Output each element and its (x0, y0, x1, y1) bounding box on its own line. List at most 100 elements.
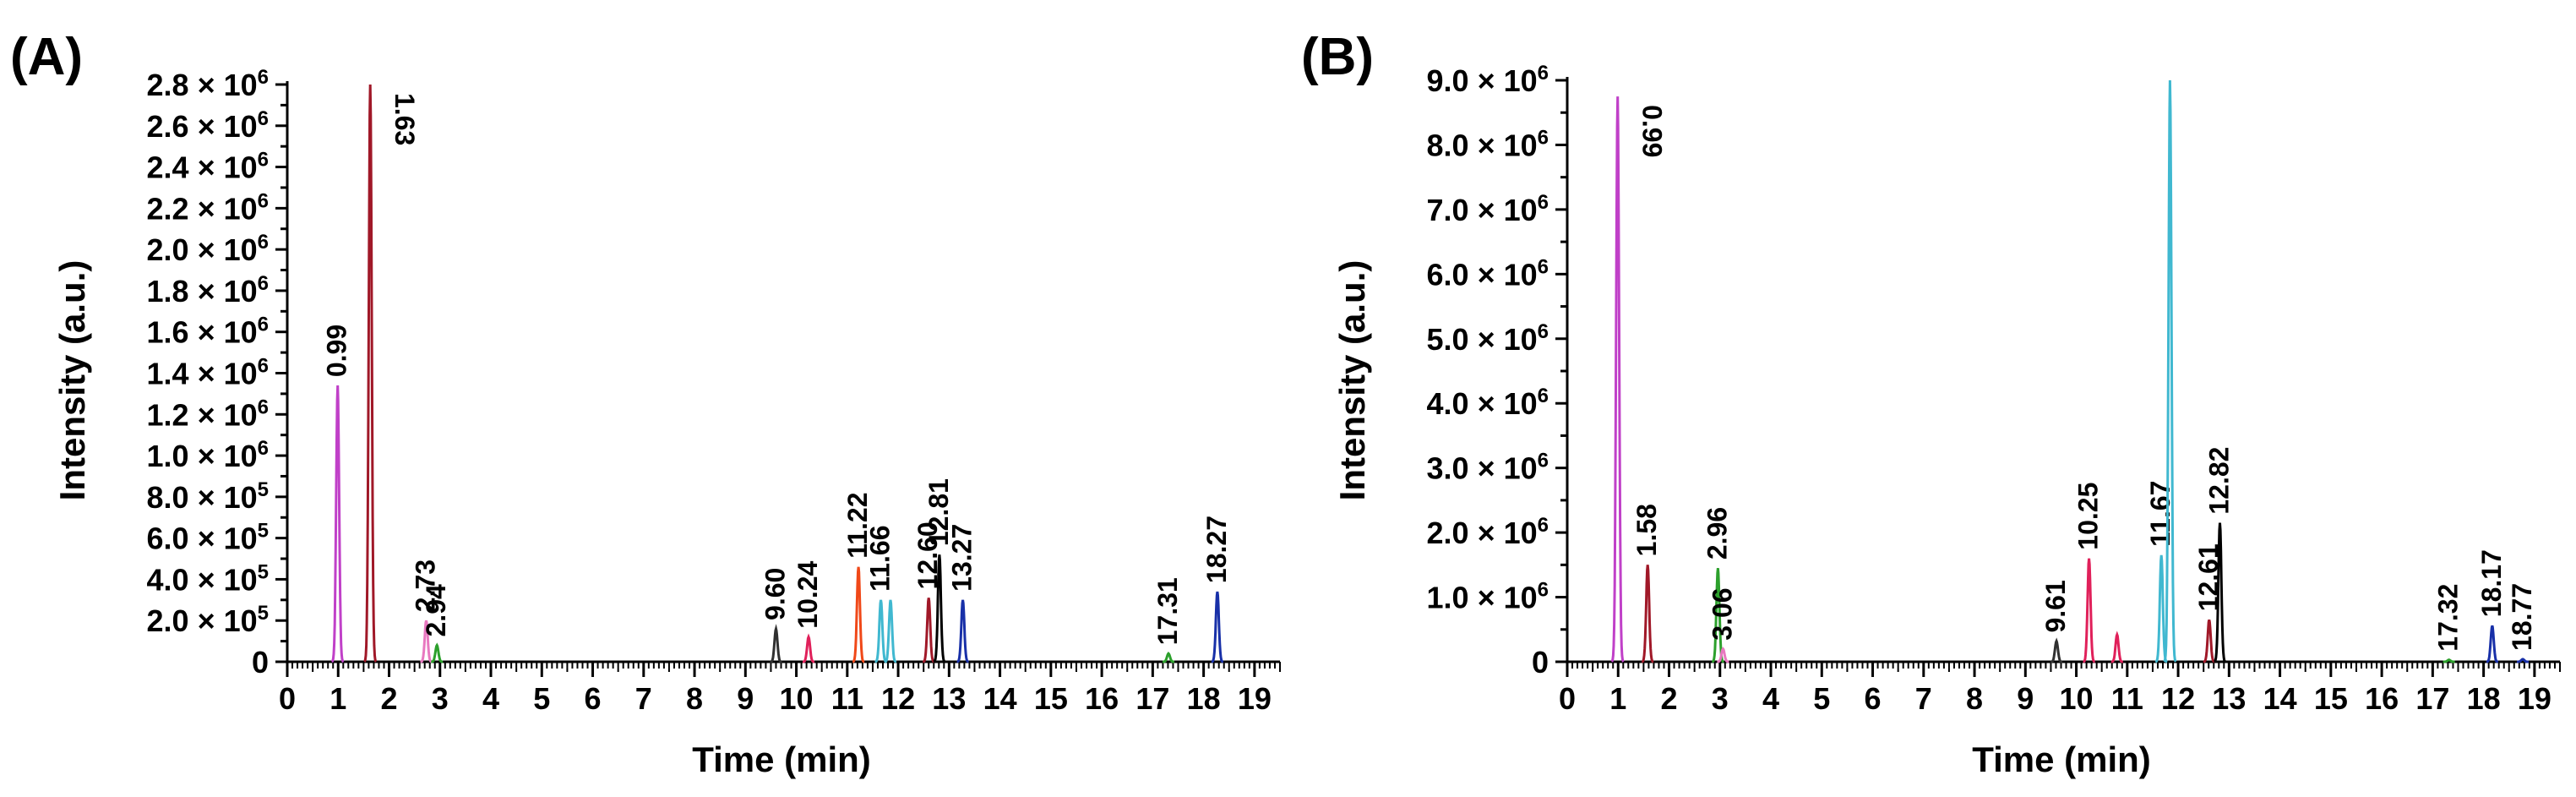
panel-a-peak-label: 17.31 (1152, 577, 1183, 645)
panel-b-x-tick-label: 1 (1609, 681, 1626, 716)
panel-a-peak (884, 599, 897, 663)
panel-b-peak-label: 17.32 (2433, 584, 2464, 652)
panel-a-peak-label: 18.27 (1201, 516, 1232, 583)
panel-b-peak-label: 1.58 (1631, 504, 1662, 556)
panel-b-y-tick-label: 0 (1532, 645, 1549, 680)
panel-b-y-tick-label: 9.0 × 106 (1427, 62, 1549, 98)
panel-a-y-tick-label: 2.6 × 106 (147, 107, 269, 144)
panel-b-peak (2517, 658, 2529, 663)
panel-a-y-tick-label: 0 (252, 645, 269, 680)
panel-a-peak-label: 10.24 (792, 560, 823, 628)
panel-a-y-axis-title: Intensity (a.u.) (52, 260, 92, 501)
panel-b-peak-label: 11.67 (2145, 481, 2176, 547)
panel-a-peak-label: 12.81 (923, 478, 954, 546)
panel-b-x-tick-label: 13 (2212, 681, 2246, 716)
panel-b-peak (1712, 568, 1724, 663)
panel-b-y-tick-label: 5.0 × 106 (1427, 320, 1549, 357)
panel-b-y-tick-label: 7.0 × 106 (1427, 191, 1549, 227)
panel-a-x-tick-label: 12 (881, 681, 915, 716)
panel-a-peak (933, 554, 946, 663)
panel-b-x-tick-label: 2 (1660, 681, 1677, 716)
panel-a-x-tick-label: 1 (329, 681, 346, 716)
panel-a-x-axis-title: Time (min) (692, 740, 871, 779)
panel-b-peak (2110, 631, 2123, 663)
panel-a-y-tick-label: 8.0 × 105 (147, 478, 269, 515)
panel-b-label: (B) (1301, 28, 1374, 86)
panel-a-x-tick-label: 15 (1034, 681, 1068, 716)
panel-b-y-tick-label: 2.0 × 106 (1427, 514, 1549, 550)
panel-b-x-tick-label: 14 (2263, 681, 2297, 716)
panel-a-peak (852, 566, 865, 663)
panel-a-x-tick-label: 7 (635, 681, 652, 716)
panel-a-peak (770, 624, 782, 663)
panel-a-x-tick-label: 18 (1187, 681, 1221, 716)
panel-b-x-tick-label: 16 (2365, 681, 2399, 716)
panel-b-x-tick-label: 4 (1762, 681, 1779, 716)
panel-a-peak-label: 9.60 (760, 568, 790, 620)
panel-b-x-tick-label: 3 (1712, 681, 1729, 716)
panel-a-label: (A) (10, 28, 83, 86)
panel-a-x-tick-label: 3 (432, 681, 449, 716)
panel-a-x-tick-label: 19 (1238, 681, 1272, 716)
panel-a-x-tick-label: 0 (279, 681, 296, 716)
panel-a-y-tick-label: 1.6 × 106 (147, 314, 269, 350)
panel-b-x-tick-label: 0 (1559, 681, 1576, 716)
panel-b-peak-label: 2.96 (1702, 507, 1732, 560)
panel-a-peak (363, 84, 378, 663)
panel-a-y-tick-label: 2.8 × 106 (147, 66, 269, 102)
panel-a-y-tick-label: 1.8 × 106 (147, 272, 269, 308)
panel-b-x-tick-label: 9 (2017, 681, 2034, 716)
panel-b-x-tick-label: 7 (1915, 681, 1932, 716)
panel-a-y-tick-label: 1.0 × 106 (147, 437, 269, 473)
panel-b-peak-label: 12.82 (2203, 447, 2234, 515)
panel-a-y-tick-label: 1.4 × 106 (147, 355, 269, 391)
panel-b-peak (2203, 619, 2216, 663)
panel-a-y-tick-label: 6.0 × 105 (147, 520, 269, 556)
panel-b-y-tick-label: 6.0 × 106 (1427, 255, 1549, 292)
panel-b-peak (2050, 637, 2063, 663)
panel-b-x-tick-label: 8 (1966, 681, 1983, 716)
panel-b-peak (1610, 96, 1625, 663)
panel-a-peak (431, 642, 444, 663)
panel-a-peak-label: 13.27 (947, 524, 978, 592)
panel-a-x-tick-label: 4 (482, 681, 499, 716)
panel-a-x-tick-label: 8 (686, 681, 703, 716)
panel-a-y-tick-label: 2.2 × 106 (147, 189, 269, 226)
panel-a-y-tick-label: 2.0 × 105 (147, 602, 269, 638)
panel-a-peak-label: 11.22 (842, 492, 873, 558)
panel-a-x-tick-label: 10 (780, 681, 814, 716)
panel-b-x-tick-label: 11 (2111, 681, 2143, 716)
panel-a-peak-label: 2.73 (411, 560, 441, 612)
panel-b-y-tick-label: 3.0 × 106 (1427, 450, 1549, 486)
panel-b-x-tick-label: 15 (2314, 681, 2348, 716)
panel-a-x-tick-label: 16 (1085, 681, 1119, 716)
panel-b-peak (1641, 565, 1654, 663)
panel-a-x-tick-label: 11 (831, 681, 863, 716)
panel-b-peak-label: 18.77 (2507, 583, 2537, 651)
panel-b-y-tick-label: 8.0 × 106 (1427, 126, 1549, 162)
panel-a-y-tick-label: 2.4 × 106 (147, 149, 269, 185)
panel-b-peak-label: 0.99 (1637, 105, 1668, 157)
panel-a-peak (330, 385, 345, 663)
panel-b-peak (2083, 558, 2095, 663)
panel-a-peak (420, 620, 433, 663)
panel-b-peak-label: 18.17 (2476, 549, 2507, 617)
panel-a-x-tick-label: 2 (380, 681, 397, 716)
panel-b-peak-label: 3.06 (1707, 587, 1737, 640)
panel-b-x-tick-label: 5 (1813, 681, 1830, 716)
panel-a-peak (1163, 651, 1174, 663)
panel-b-y-axis-title: Intensity (a.u.) (1332, 260, 1372, 501)
panel-b-x-tick-label: 12 (2161, 681, 2195, 716)
panel-b-peak-label: 10.25 (2073, 483, 2104, 550)
panel-a-y-tick-label: 2.0 × 106 (147, 231, 269, 267)
panel-a-peak (874, 599, 887, 663)
panel-a-peak (922, 598, 935, 663)
panel-b-x-tick-label: 18 (2467, 681, 2501, 716)
panel-a-x-tick-label: 6 (585, 681, 602, 716)
panel-a-peak (1211, 591, 1224, 663)
panel-a-peak-label: 1.63 (389, 93, 420, 145)
panel-b-peak (1717, 647, 1729, 663)
